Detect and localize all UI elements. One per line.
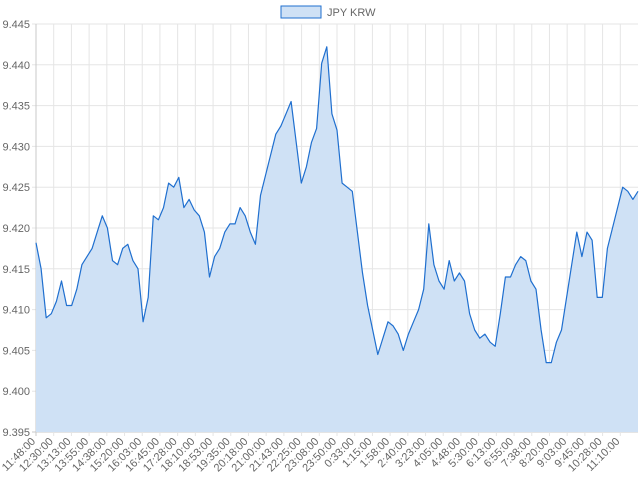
y-axis-labels: 9.395 9.400 9.405 9.410 9.415 9.420 9.425 9.430… — [2, 19, 30, 439]
y-tick-label: 9.410 — [2, 305, 30, 317]
x-axis-labels: 11:48:0012:30:0013:13:0013:55:0014:38:00… — [0, 436, 622, 475]
legend-label[interactable]: JPY KRW — [327, 7, 376, 19]
series-line — [35, 46, 639, 364]
y-tick-label: 9.405 — [2, 345, 30, 357]
y-tick-label: 9.400 — [2, 386, 30, 398]
y-tick-label: 9.425 — [2, 182, 30, 194]
y-tick-label: 9.440 — [2, 60, 30, 72]
series-jpy-krw — [35, 46, 639, 433]
legend[interactable]: JPY KRW — [280, 5, 376, 19]
y-tick-label: 9.445 — [2, 19, 30, 31]
y-tick-label: 9.430 — [2, 141, 30, 153]
y-tick-label: 9.420 — [2, 223, 30, 235]
series-area — [36, 46, 638, 433]
y-tick-label: 9.415 — [2, 264, 30, 276]
legend-swatch[interactable] — [280, 5, 322, 19]
y-tick-label: 9.395 — [2, 427, 30, 439]
y-tick-label: 9.435 — [2, 101, 30, 113]
